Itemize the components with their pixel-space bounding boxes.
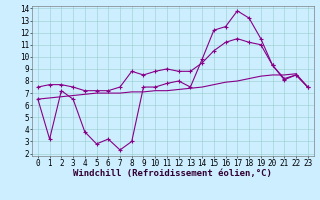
X-axis label: Windchill (Refroidissement éolien,°C): Windchill (Refroidissement éolien,°C) <box>73 169 272 178</box>
